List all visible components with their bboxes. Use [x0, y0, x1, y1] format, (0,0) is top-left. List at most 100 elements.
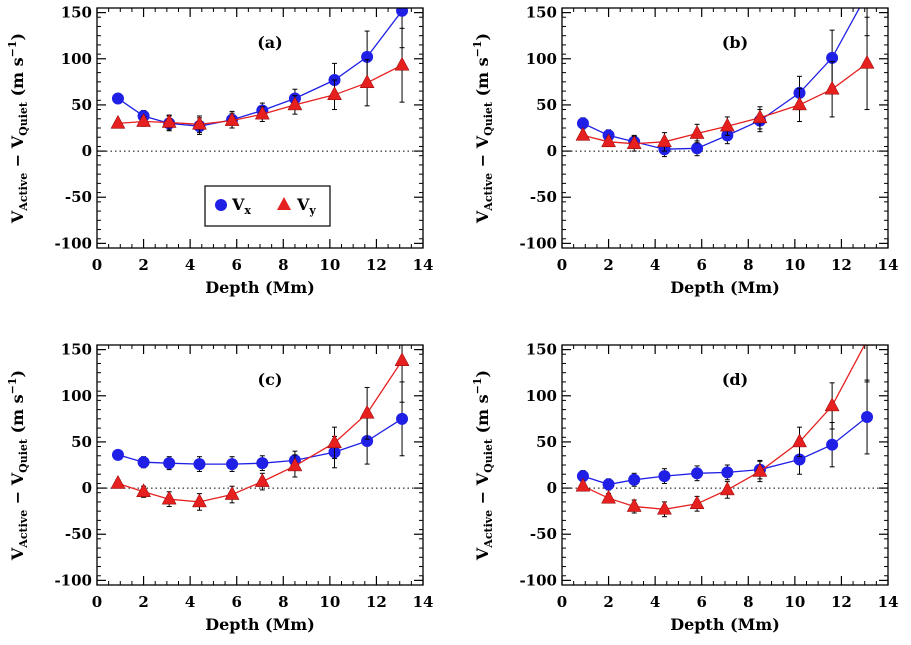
data-point-vx	[721, 466, 734, 479]
x-tick-label: 14	[878, 256, 899, 274]
y-tick-label: 100	[526, 50, 557, 68]
y-title-sub-active: Active	[17, 510, 30, 549]
y-tick-label: -100	[519, 234, 557, 252]
series-line-vy	[117, 360, 403, 503]
data-point-vx	[793, 453, 806, 466]
y-tick-label: 50	[536, 433, 557, 451]
x-tick-label: 12	[831, 593, 852, 611]
x-tick-label: 10	[319, 256, 340, 274]
legend-label-vy: Vy	[296, 195, 316, 217]
y-tick-label: 100	[526, 387, 557, 405]
panel-label: (b)	[722, 33, 748, 52]
series-line-vx	[582, 8, 861, 150]
series-vx	[111, 381, 409, 472]
x-tick-label: 14	[413, 593, 434, 611]
x-axis-title: Depth (Mm)	[205, 278, 315, 297]
y-tick-label: 0	[547, 479, 557, 497]
data-point-vx	[361, 435, 374, 447]
series-line-vx	[582, 416, 868, 486]
y-title-unit-exponent: −1	[471, 40, 484, 57]
x-tick-label: 8	[278, 256, 288, 274]
series-line-vx	[117, 10, 403, 127]
y-title-sub-active: Active	[482, 173, 495, 212]
x-axis-title: Depth (Mm)	[670, 615, 780, 634]
panel-label: (d)	[722, 370, 748, 389]
y-title-dash: −	[473, 148, 492, 173]
data-point-vx	[137, 456, 150, 469]
panel-label: (c)	[258, 370, 283, 389]
y-title-sub-quiet: Quiet	[482, 101, 495, 136]
data-point-vy	[859, 54, 875, 69]
data-point-vy	[287, 96, 303, 111]
y-tick-label: 100	[61, 50, 92, 68]
y-title-unit: (m s	[473, 394, 492, 439]
y-tick-label: 100	[61, 387, 92, 405]
y-tick-label: 50	[536, 96, 557, 114]
x-tick-label: 0	[92, 256, 102, 274]
data-point-vy	[161, 490, 177, 505]
x-tick-label: 6	[231, 256, 241, 274]
data-point-vy	[601, 489, 616, 504]
x-tick-label: 10	[784, 256, 805, 274]
data-point-vx	[256, 457, 269, 470]
x-tick-label: 4	[650, 256, 660, 274]
legend-marker-vy	[277, 197, 291, 210]
data-point-vy	[359, 74, 375, 89]
y-title-unit-close: )	[8, 370, 27, 378]
y-title-dash: −	[8, 148, 27, 173]
data-point-vy	[824, 397, 840, 412]
data-point-vy	[626, 498, 642, 512]
y-title-unit-exponent: −1	[6, 40, 19, 57]
panel-c: 0 2 4 6 8 10 12 14 -100 -50 0 50 100 150 (c) Depth (Mm)…	[6, 341, 434, 634]
y-title-v: V	[8, 547, 27, 561]
y-title-unit-exponent: −1	[6, 377, 19, 394]
data-point-vx	[658, 470, 671, 483]
y-title-sub-quiet: Quiet	[17, 438, 30, 473]
series-vy	[110, 345, 410, 511]
data-point-vy	[689, 125, 705, 139]
y-tick-label: 150	[61, 4, 92, 22]
data-point-vy	[752, 109, 768, 124]
data-point-vy	[792, 96, 807, 111]
data-point-vx	[826, 438, 839, 451]
data-point-vx	[861, 411, 874, 423]
panel-b: 0 2 4 6 8 10 12 14 -100 -50 0 50 100 150 (b) Depth (Mm)…	[471, 4, 899, 297]
data-point-vx	[691, 142, 704, 155]
y-axis-title: VActive − VQuiet (m s−1)	[471, 370, 495, 561]
y-tick-label: -100	[54, 234, 92, 252]
series-line-vy	[582, 62, 868, 145]
x-tick-label: 2	[138, 256, 148, 274]
x-tick-label: 10	[319, 593, 340, 611]
data-point-vy	[136, 483, 151, 498]
plot-frame	[96, 7, 424, 249]
data-point-vy	[254, 473, 270, 487]
x-tick-label: 14	[413, 256, 434, 274]
series-line-vy	[117, 64, 403, 125]
data-point-vy	[287, 457, 303, 472]
data-point-vx	[193, 458, 206, 471]
x-tick-label: 12	[366, 593, 387, 611]
y-title-sub-quiet: Quiet	[482, 438, 495, 473]
y-axis-title: VActive − VQuiet (m s−1)	[6, 33, 30, 224]
x-tick-label: 6	[231, 593, 241, 611]
data-point-vx	[226, 458, 239, 471]
y-title-unit: (m s	[8, 57, 27, 102]
y-tick-label: -50	[65, 188, 92, 206]
y-title-sub-quiet: Quiet	[17, 101, 30, 136]
panel-a: 0 2 4 6 8 10 12 14 -100 -50 0 50 100 150 (a) Depth (Mm)…	[6, 4, 434, 297]
data-point-vy	[575, 477, 591, 492]
data-point-vx	[602, 478, 615, 491]
x-tick-label: 0	[92, 593, 102, 611]
data-point-vx	[111, 448, 124, 461]
series-vy	[110, 27, 410, 134]
data-point-vy	[859, 345, 875, 346]
data-point-vy	[327, 434, 342, 449]
data-point-vy	[792, 433, 807, 448]
panel-label: (a)	[257, 33, 283, 52]
data-point-vy	[359, 404, 375, 419]
x-tick-label: 4	[650, 593, 660, 611]
data-point-vy	[626, 135, 642, 149]
x-tick-label: 10	[784, 593, 805, 611]
y-title-unit-close: )	[8, 33, 27, 41]
x-tick-label: 6	[696, 593, 706, 611]
